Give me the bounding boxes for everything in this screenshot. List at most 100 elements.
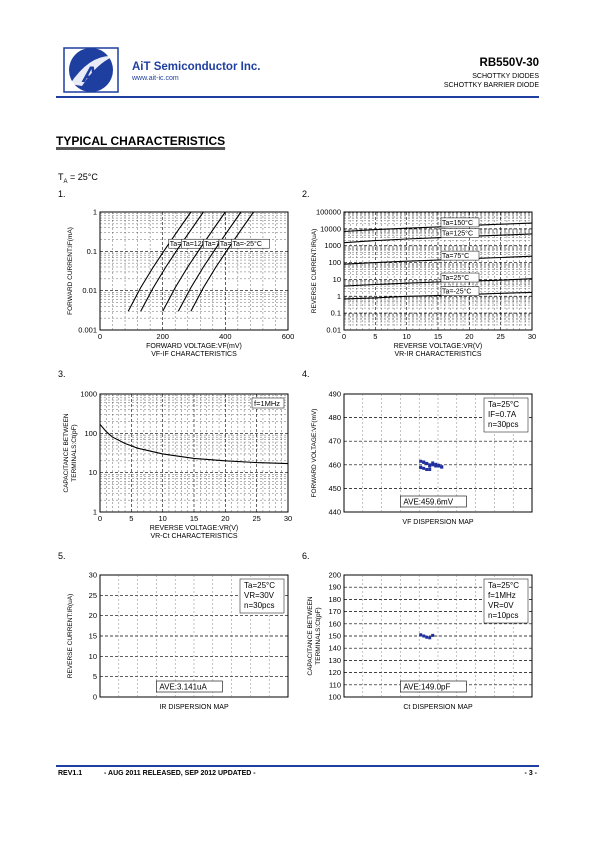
data-point (422, 466, 426, 470)
y-tick-label: 110 (329, 680, 341, 689)
y-tick-label: 1000 (80, 390, 97, 399)
ta-prefix: T (58, 172, 64, 182)
subtitle-1: SCHOTTKY DIODES (472, 73, 539, 80)
plot-frame (99, 393, 289, 513)
footer-rule (56, 765, 539, 767)
annotation-box (251, 397, 285, 409)
x-axis-label: FORWARD VOLTAGE:VF(mV) (146, 343, 242, 350)
chart-caption: VR-Ct CHARACTERISTICS (150, 533, 237, 540)
average-box (156, 680, 223, 693)
x-tick-label: 10 (158, 514, 166, 523)
y-axis-label: FORWARD CURRENT:IF(mA) (67, 227, 74, 315)
x-tick-label: 0 (98, 514, 102, 523)
series-label-box (440, 228, 480, 238)
annotation-text: Ta=25°C (488, 581, 519, 590)
x-tick-label: 5 (373, 332, 377, 341)
y-tick-label: 130 (328, 656, 341, 665)
series-line (127, 211, 192, 312)
data-point (425, 461, 429, 465)
series-label-box (440, 217, 480, 228)
x-tick-label: 15 (434, 332, 442, 341)
vr-ct-chart: 1000 100 10 10 5 10 15 20 25 30 CAPACITANCE BETWEE… (63, 390, 292, 541)
average-label: AVE:3.141uA (159, 683, 207, 692)
series-line (343, 222, 533, 233)
y-tick-label: 1 (93, 208, 97, 217)
figure-number-5: 5. (58, 551, 66, 561)
annotation-box (239, 578, 285, 614)
ta-sub: A (63, 178, 68, 185)
company-website[interactable]: www.ait-ic.com (132, 75, 179, 82)
data-point (419, 466, 423, 470)
section-title: TYPICAL CHARACTERISTICS (56, 134, 226, 148)
y-tick-label: 0.001 (78, 326, 97, 335)
y-tick-label: 1 (93, 508, 97, 517)
y-tick-label: 190 (328, 583, 341, 592)
y-axis-label-2: TERMINALS:Ct(pF) (71, 424, 78, 481)
y-axis-label: FORWARD VOLTAGE:VF(mV) (311, 409, 318, 498)
y-tick-label: 200 (328, 571, 341, 580)
y-axis-label-1: CAPACITANCE BETWEEN (63, 413, 70, 493)
x-axis-label: REVERSE VOLTAGE:VR(V) (150, 525, 238, 532)
data-point (434, 462, 438, 466)
footer-revision: REV1.1 (58, 770, 83, 777)
y-axis-label-1: CAPACITANCE BETWEEN (307, 596, 314, 676)
company-name: AiT Semiconductor Inc. (132, 61, 261, 73)
data-point (428, 464, 432, 468)
y-tick-label: 0.1 (331, 309, 341, 318)
y-tick-label: 10 (89, 468, 97, 477)
y-tick-label: 490 (328, 390, 341, 399)
chart-caption: VR-IR CHARACTERISTICS (394, 351, 481, 358)
annotation-box (483, 397, 529, 433)
average-box (400, 680, 467, 693)
y-tick-label: 460 (328, 460, 341, 469)
part-number: RB550V-30 (479, 57, 539, 69)
series-label-box (440, 286, 480, 296)
annotation-text: VR=30V (244, 591, 275, 600)
annotation-text: f=1MHz (254, 399, 280, 408)
series-line (343, 233, 533, 244)
y-tick-label: 10 (89, 652, 97, 661)
x-tick-label: 0 (342, 332, 346, 341)
annotation-text: n=10pcs (488, 611, 518, 620)
figure-number-4: 4. (302, 369, 310, 379)
x-tick-label: 25 (252, 514, 260, 523)
series-line (343, 255, 533, 265)
chart-caption: VF-IF CHARACTERISTICS (151, 351, 237, 358)
annotation-text: Ta=25°C (488, 400, 519, 409)
series-line (140, 211, 204, 312)
data-point (425, 635, 429, 639)
plot-frame (99, 211, 289, 331)
x-tick-label: 10 (402, 332, 410, 341)
annotation-box (483, 578, 529, 624)
figure-number-2: 2. (302, 189, 310, 199)
series-label: Ta=-25°C (232, 240, 261, 248)
annotation-text: Ta=25°C (244, 581, 275, 590)
data-point (431, 633, 435, 637)
x-axis-label: REVERSE VOLTAGE:VR(V) (394, 343, 482, 350)
y-tick-label: 100 (328, 258, 341, 267)
series-label: Ta=75°C (204, 240, 231, 248)
y-tick-label: 100 (84, 429, 97, 438)
y-tick-label: 140 (328, 644, 341, 653)
ir-dispersion-chart: 30 25 20 15 10 5 0 REVERSE CURRENT:IR(uA) IR DIS… (67, 571, 289, 711)
annotation-text: IF=0.7A (488, 410, 517, 419)
x-tick-label: 5 (129, 514, 133, 523)
figure-number-3: 3. (58, 369, 66, 379)
y-axis-label: REVERSE CURRENT:IR(uA) (311, 229, 318, 314)
annotation-text: VR=0V (488, 601, 514, 610)
y-tick-label: 30 (89, 571, 97, 580)
figure-number-1: 1. (58, 189, 66, 199)
y-tick-label: 100000 (316, 208, 341, 217)
chart-caption: Ct DISPERSION MAP (403, 704, 473, 711)
data-point (431, 461, 435, 465)
x-tick-label: 400 (219, 332, 232, 341)
y-tick-label: 0.01 (326, 326, 341, 335)
series-label: Ta=125°C (442, 230, 473, 238)
y-tick-label: 0 (93, 693, 97, 702)
y-tick-label: 5 (93, 672, 97, 681)
x-tick-label: 30 (284, 514, 292, 523)
data-point (431, 463, 435, 467)
ta-value: = 25°C (67, 172, 98, 182)
series-label-box (231, 238, 270, 249)
